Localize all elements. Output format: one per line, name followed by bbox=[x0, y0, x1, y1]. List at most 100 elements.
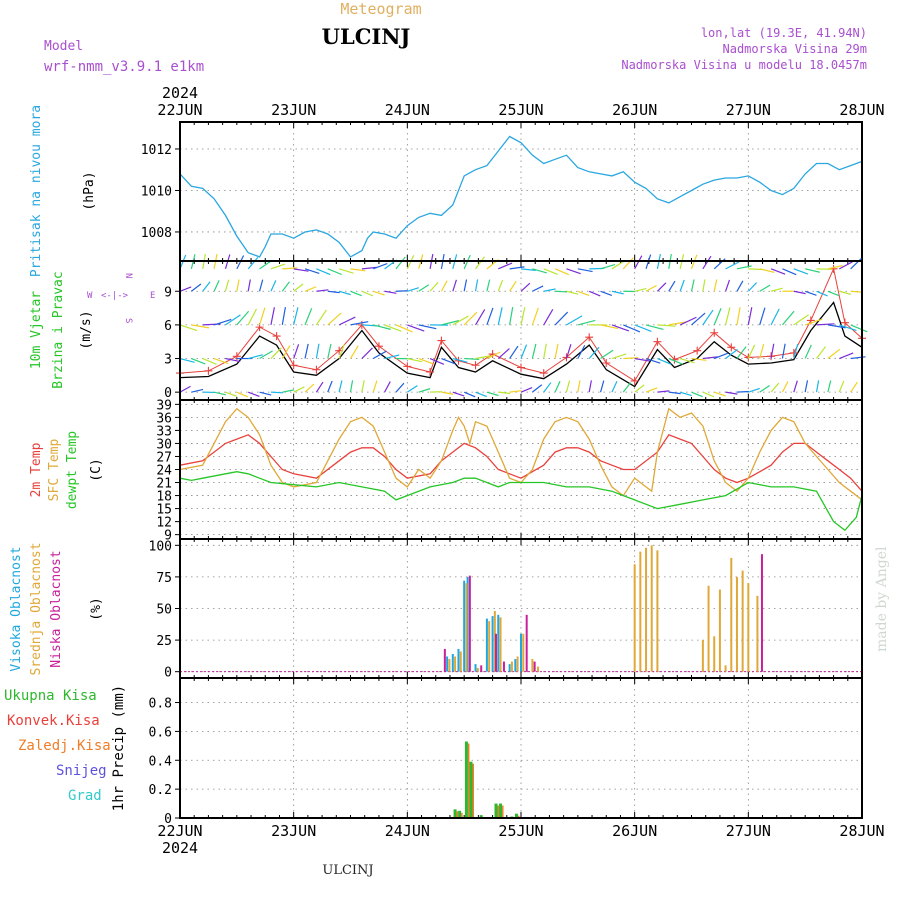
cloud-bar bbox=[537, 666, 540, 672]
model-name: wrf-nmm_v3.9.1 e1km bbox=[44, 59, 204, 75]
wind-arrow bbox=[247, 279, 251, 292]
precip-bar bbox=[453, 809, 457, 818]
elevation-label: Nadmorska Visina 29m bbox=[723, 42, 868, 56]
wind-arrow bbox=[441, 391, 454, 395]
wind-arrow bbox=[782, 268, 797, 276]
wind-arrow bbox=[258, 307, 266, 326]
wind-arrow bbox=[304, 343, 309, 359]
wind-arrow bbox=[588, 380, 592, 393]
wind-arrow bbox=[781, 310, 795, 326]
wind-arrow bbox=[361, 266, 377, 270]
wind-arrow bbox=[281, 281, 290, 292]
wind-arrow bbox=[520, 387, 533, 393]
wind-arrow bbox=[839, 290, 852, 295]
temperature-axis-label-0: 2m Temp bbox=[29, 442, 44, 497]
wind-arrow bbox=[509, 266, 525, 270]
wind-arrow bbox=[418, 357, 434, 365]
wind-arrow bbox=[554, 380, 561, 393]
compass-e: E bbox=[150, 291, 155, 301]
wind-arrow bbox=[236, 279, 240, 292]
wind-arrow bbox=[463, 311, 478, 326]
wind-arrow bbox=[316, 268, 331, 276]
cloud-bar bbox=[494, 633, 497, 672]
gust-point bbox=[312, 365, 321, 374]
y-tick-label: 18 bbox=[156, 490, 172, 505]
wind-arrow bbox=[225, 357, 241, 363]
wind-arrow bbox=[532, 268, 547, 274]
wind-arrow bbox=[691, 391, 703, 398]
wind-arrow bbox=[770, 268, 786, 275]
temperature-axis-label-2: dewpt Temp bbox=[65, 431, 80, 509]
cloud-bar bbox=[466, 576, 469, 672]
wind-arrow bbox=[759, 268, 775, 273]
wind-arrow bbox=[623, 324, 641, 333]
wind-arrow bbox=[338, 290, 351, 296]
wind-arrow bbox=[565, 380, 571, 393]
wind-arrow bbox=[384, 381, 391, 393]
y-tick-label: 15 bbox=[156, 503, 172, 518]
wind-arrow bbox=[486, 279, 491, 292]
wind-arrow bbox=[577, 344, 586, 359]
wind-arrow bbox=[304, 307, 313, 326]
wind-arrow bbox=[327, 268, 342, 276]
wind-arrow bbox=[679, 357, 695, 364]
wind-arrow bbox=[793, 290, 806, 295]
wind-arrow bbox=[452, 391, 465, 397]
wind-arrow bbox=[747, 307, 753, 326]
wind-arrow bbox=[645, 357, 661, 364]
cloud-bar bbox=[516, 656, 519, 672]
wind-arrow bbox=[611, 381, 618, 393]
wind-arrow bbox=[441, 320, 460, 326]
cloud-bar bbox=[474, 664, 477, 672]
wind-arrow bbox=[191, 357, 206, 365]
gust-point bbox=[585, 333, 594, 342]
gust-point bbox=[471, 361, 480, 370]
wind-arrow bbox=[838, 261, 853, 270]
wind-arrow bbox=[702, 391, 715, 398]
wind-arrow bbox=[418, 388, 431, 393]
footer-station: ULCINJ bbox=[322, 863, 373, 878]
panel-frame bbox=[179, 260, 863, 401]
wind-arrow bbox=[600, 290, 613, 296]
wind-arrow bbox=[407, 287, 419, 292]
wind-arrow bbox=[555, 290, 568, 293]
wind-arrow bbox=[577, 290, 590, 297]
y-tick-label: 0 bbox=[164, 812, 172, 827]
wind-arrow bbox=[293, 386, 305, 393]
wind-arrow bbox=[258, 279, 264, 292]
x-tick-label-bottom: 25JUN bbox=[498, 822, 543, 840]
wind-arrow bbox=[486, 307, 494, 326]
wind-arrow bbox=[259, 391, 272, 396]
wind-arrow bbox=[634, 357, 650, 362]
wind-arrow bbox=[770, 308, 780, 326]
wind-arrow bbox=[543, 268, 558, 275]
wind-arrow bbox=[839, 324, 857, 332]
cloud-bar bbox=[502, 661, 505, 672]
wind-arrow bbox=[736, 265, 752, 270]
cloud-bar bbox=[525, 614, 528, 672]
wind-arrow bbox=[509, 280, 517, 292]
wind-arrow bbox=[327, 290, 340, 294]
wind-arrow bbox=[634, 324, 652, 332]
cloud-bar bbox=[701, 640, 704, 672]
wind-arrow bbox=[588, 290, 601, 297]
wind-arrow bbox=[702, 279, 706, 292]
wind-arrow bbox=[668, 321, 687, 326]
gust-point bbox=[539, 369, 548, 378]
wind-arrow bbox=[497, 279, 504, 292]
gust-point bbox=[426, 367, 435, 376]
wind-arrow bbox=[554, 343, 559, 359]
wind-arrow bbox=[304, 268, 320, 275]
wind-arrow bbox=[713, 308, 722, 326]
wind-arrow bbox=[315, 309, 327, 326]
x-tick-label-top: 28JUN bbox=[839, 101, 884, 119]
series-line-pressure bbox=[179, 135, 863, 258]
y-tick-label: 21 bbox=[156, 477, 172, 492]
wind-arrow bbox=[247, 308, 258, 326]
wind-arrow bbox=[554, 311, 569, 326]
wind-arrow bbox=[543, 309, 554, 326]
wind-arrow bbox=[270, 280, 277, 292]
cloud-bar bbox=[443, 648, 446, 672]
y-tick-label: 0.4 bbox=[149, 754, 173, 769]
